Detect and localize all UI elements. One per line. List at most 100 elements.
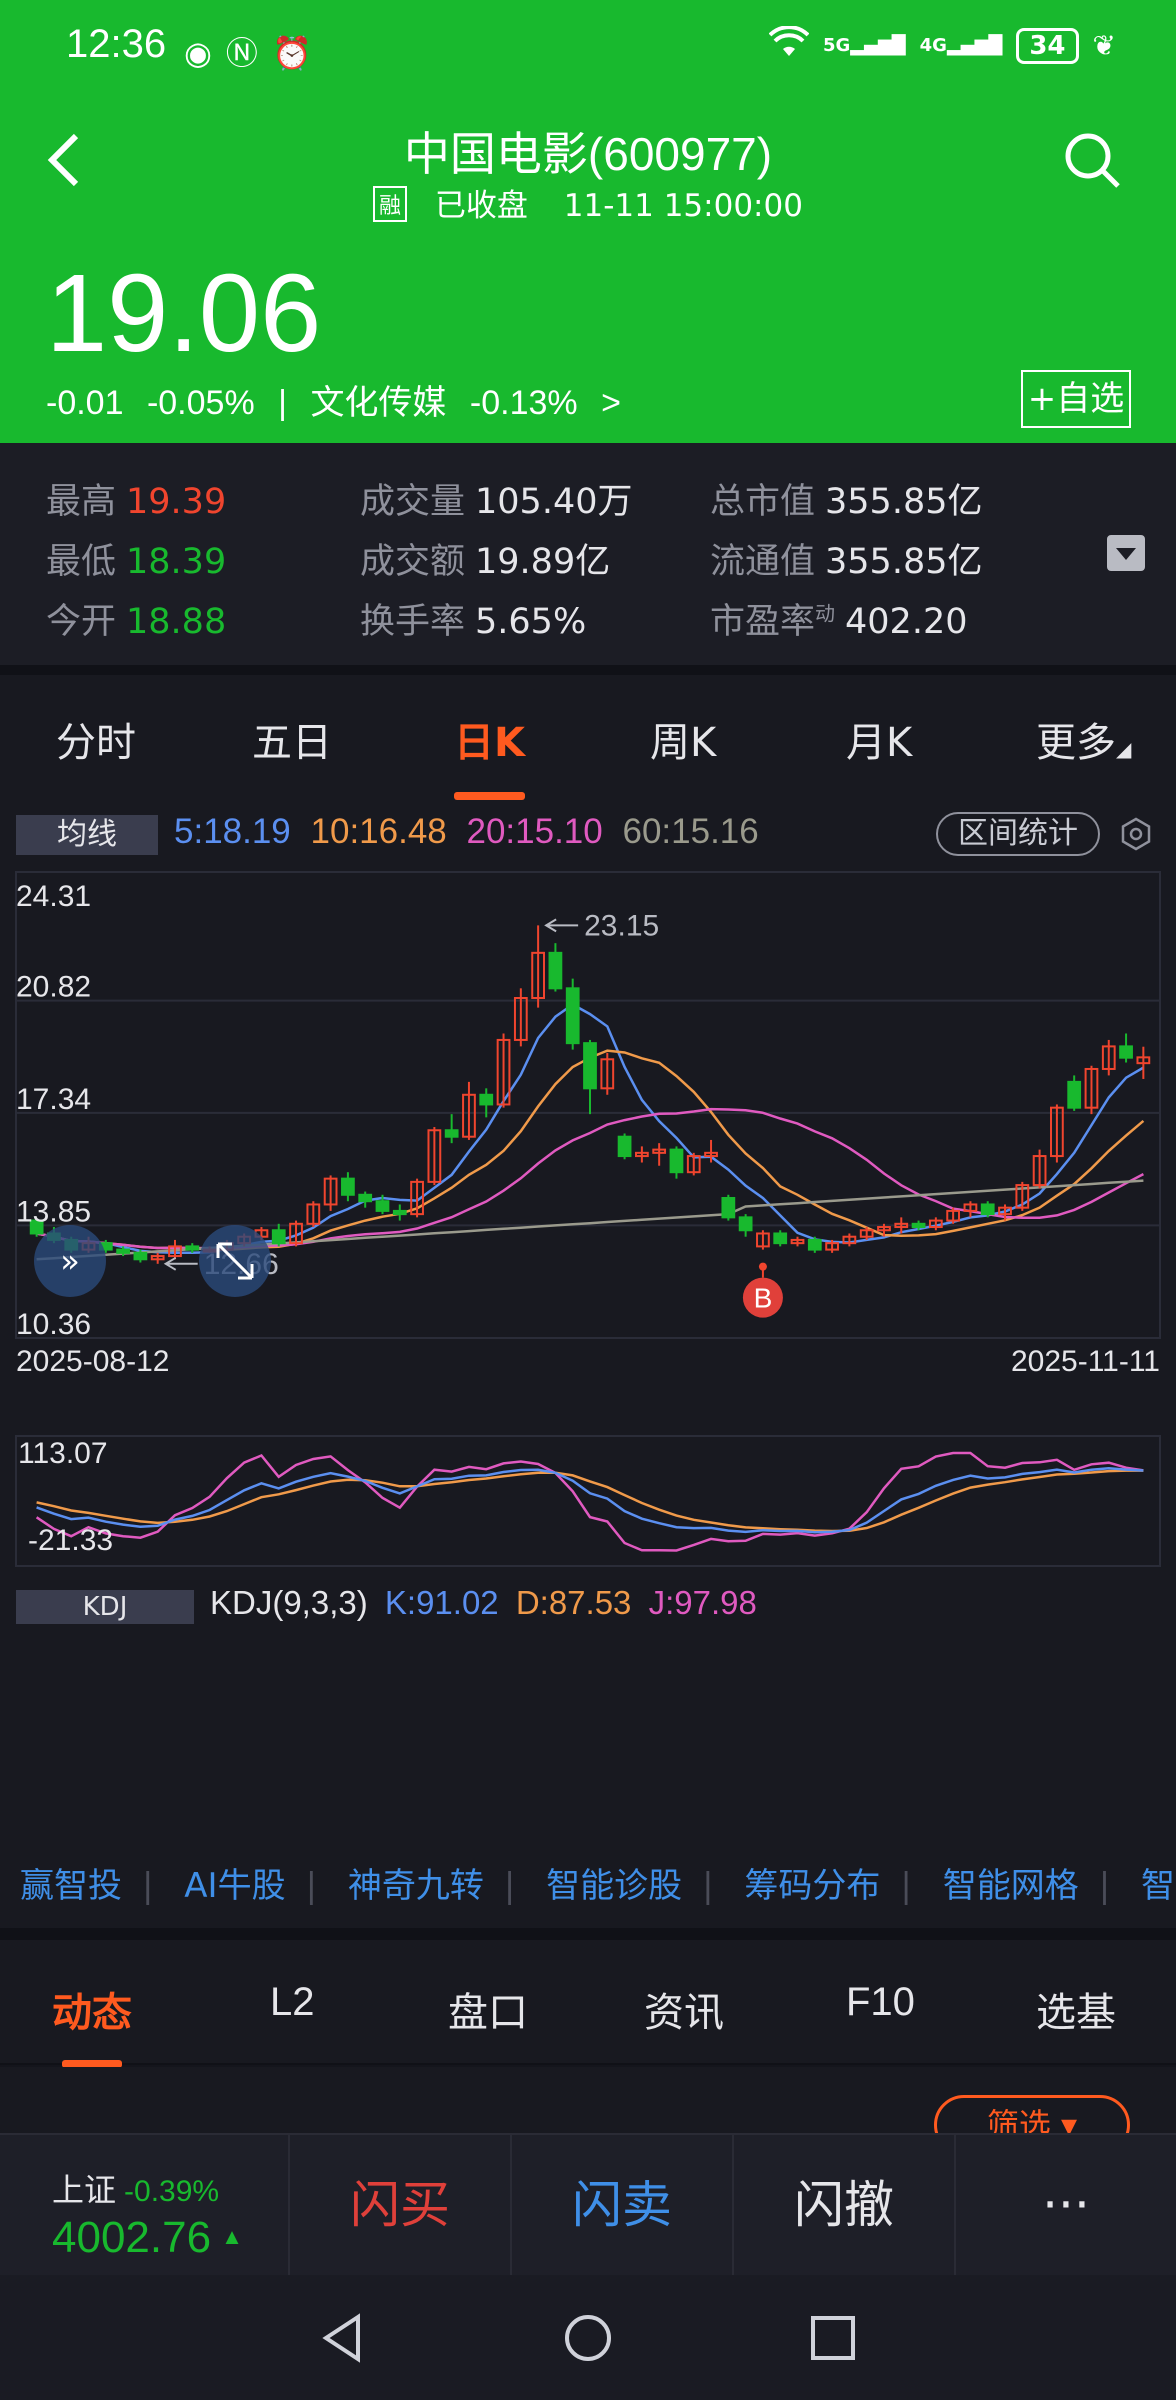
tool-item[interactable]: 筹码分布: [744, 1866, 881, 1906]
candle-up: [842, 1235, 857, 1245]
tab-label: 更多: [1036, 720, 1116, 766]
divider: [0, 1928, 1176, 1940]
tab-order-book[interactable]: 盘口: [448, 1980, 528, 2038]
period-tabs: 分时 五日 日K 周K 月K 更多◢: [0, 675, 1176, 800]
fast-forward-button[interactable]: [34, 1225, 106, 1297]
ma-selector[interactable]: 均线: [16, 815, 158, 855]
candle-up: [963, 1203, 978, 1212]
price-change-line[interactable]: -0.01 -0.05% | 文化传媒 -0.13% >: [46, 375, 635, 424]
tool-separator: |: [142, 1866, 154, 1906]
candle-up: [1136, 1056, 1151, 1065]
candle-up: [531, 951, 546, 999]
market-status-line: 融 已收盘 11-11 15:00:00: [0, 180, 1176, 225]
candle-up: [998, 1206, 1012, 1216]
active-tab-indicator: [62, 2060, 122, 2068]
index-value: 4002.76: [52, 2213, 212, 2262]
tab-intraday[interactable]: 分时: [56, 710, 136, 768]
more-button[interactable]: ···: [954, 2135, 1176, 2275]
chart-settings-button[interactable]: [1118, 816, 1154, 852]
nav-home-icon[interactable]: [563, 2313, 613, 2363]
index-ticker[interactable]: 上证 -0.39% 4002.76 ▲: [52, 2165, 243, 2263]
tab-daily-k[interactable]: 日K: [454, 710, 525, 800]
tool-item[interactable]: AI牛股: [184, 1866, 286, 1906]
range-stats-button[interactable]: 区间统计: [936, 812, 1100, 856]
current-price: 19.06: [46, 252, 322, 375]
quick-cancel-button[interactable]: 闪撤: [732, 2135, 954, 2275]
stat-value: 355.85亿: [825, 482, 983, 522]
tool-separator: |: [503, 1866, 516, 1906]
tool-item[interactable]: 智能条: [1140, 1866, 1176, 1906]
tab-monthly-k[interactable]: 月K: [846, 710, 912, 768]
trade-bar: 上证 -0.39% 4002.76 ▲ 闪买 闪卖 闪撤 ···: [0, 2133, 1176, 2275]
tool-separator: |: [1098, 1866, 1111, 1906]
kdj-frame: [15, 1435, 1161, 1567]
quote-timestamp: 11-11 15:00:00: [563, 188, 803, 224]
battery-level: 34: [1029, 30, 1066, 61]
tool-item[interactable]: 赢智投: [20, 1866, 122, 1906]
ma20-value: 20:15.10: [466, 812, 603, 851]
stat-market-cap: 总市值 355.85亿: [710, 473, 982, 524]
tab-five-day[interactable]: 五日: [252, 710, 332, 768]
tab-weekly-k[interactable]: 周K: [650, 710, 716, 768]
expand-stats-button[interactable]: [1107, 535, 1145, 571]
status-bar: 12:36 ◉Ⓝ⏰ 5G▂▄▆█ 4G▂▄▆█ 34 ❦: [0, 0, 1176, 100]
alarm-icon: ⏰: [271, 34, 326, 72]
tab-l2[interactable]: L2: [270, 1980, 315, 2025]
sector-name: 文化传媒: [310, 384, 447, 422]
candle-down: [29, 1219, 44, 1235]
y-axis-label: 20.82: [16, 971, 91, 1004]
candle-up: [168, 1245, 182, 1258]
tab-select-fund[interactable]: 选基: [1036, 1980, 1116, 2038]
kdj-j-value: J:97.98: [648, 1584, 757, 1621]
kdj-selector[interactable]: KDJ: [16, 1590, 194, 1624]
tool-separator: |: [305, 1866, 318, 1906]
ma5-value: 5:18.19: [174, 812, 291, 851]
quick-sell-button[interactable]: 闪卖: [510, 2135, 732, 2275]
candle-down: [1119, 1045, 1133, 1059]
back-button[interactable]: [40, 130, 90, 190]
candle-down: [738, 1216, 753, 1232]
nav-back-icon[interactable]: [318, 2313, 368, 2363]
kdj-j-line: [35, 1451, 1144, 1552]
status-icons: ◉Ⓝ⏰: [184, 28, 326, 74]
pe-superscript: 动: [815, 601, 836, 626]
nav-recents-icon[interactable]: [808, 2313, 858, 2363]
tab-more[interactable]: 更多◢: [1036, 710, 1131, 768]
search-button[interactable]: [1062, 130, 1122, 190]
min-arrow-icon: [163, 1256, 198, 1271]
quick-buy-button[interactable]: 闪买: [288, 2135, 510, 2275]
tool-separator: |: [702, 1866, 714, 1906]
ma-values: 5:18.19 10:16.48 20:15.10 60:15.16: [174, 812, 769, 852]
fast-forward-icon: »: [60, 1242, 80, 1280]
candle-down: [479, 1093, 494, 1106]
stat-value: 5.65%: [475, 602, 587, 642]
y-axis-label: 10.36: [16, 1308, 91, 1341]
tool-item[interactable]: 智能诊股: [546, 1866, 683, 1906]
kdj-min-label: -21.33: [28, 1524, 113, 1557]
stat-label: 最低: [46, 542, 117, 582]
tab-f10[interactable]: F10: [846, 1980, 915, 2025]
kdj-params: KDJ(9,3,3): [210, 1584, 368, 1621]
candle-up: [1101, 1045, 1116, 1070]
tool-item[interactable]: 神奇九转: [347, 1866, 484, 1906]
x-end-label: 2025-11-11: [1011, 1345, 1160, 1378]
candle-up: [1084, 1067, 1099, 1109]
ma10-value: 10:16.48: [310, 812, 447, 851]
candle-up: [894, 1222, 909, 1229]
candle-up: [462, 1093, 476, 1138]
tab-news[interactable]: 资讯: [644, 1980, 724, 2038]
candle-down: [185, 1245, 200, 1251]
net-4g-label: 4G: [919, 35, 947, 56]
candle-up: [1032, 1155, 1047, 1187]
stat-high: 最高 19.39: [46, 473, 226, 524]
tab-feed[interactable]: 动态: [52, 1980, 132, 2068]
add-watchlist-button[interactable]: +自选: [1021, 370, 1131, 428]
price-change: -0.01: [46, 384, 124, 422]
tool-item[interactable]: 智能网格: [942, 1866, 1079, 1906]
candle-up: [946, 1209, 961, 1222]
tab-label: 动态: [52, 1991, 132, 2035]
stat-value: 19.39: [126, 482, 227, 522]
stat-label: 总市值: [710, 482, 816, 522]
